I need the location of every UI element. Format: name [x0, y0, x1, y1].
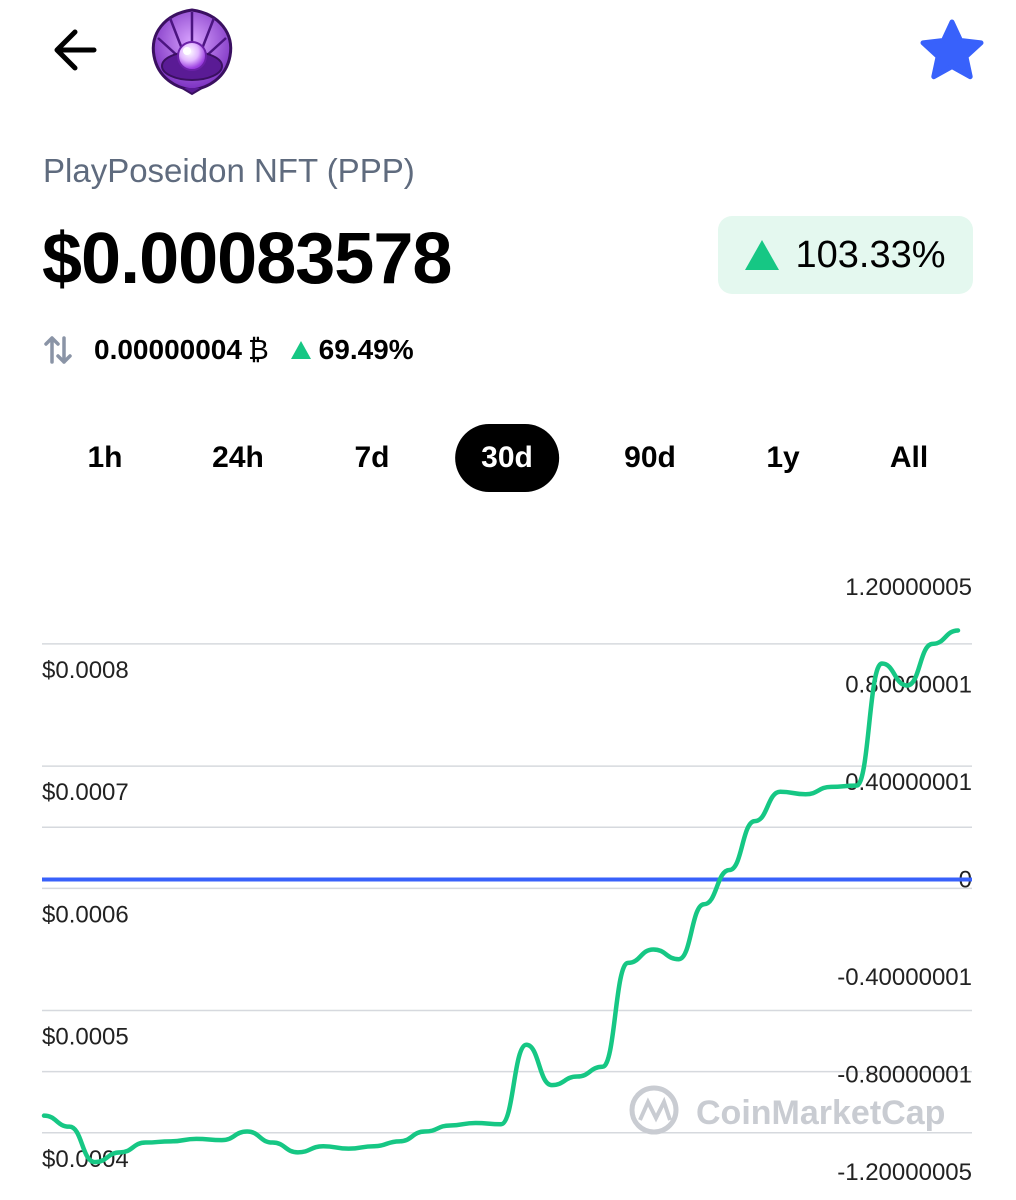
range-tab-1y[interactable]: 1y	[766, 441, 800, 474]
triangle-up-icon	[745, 240, 780, 270]
y-tick-label-right: -0.40000001	[837, 964, 972, 991]
coin-logo	[146, 4, 238, 96]
btc-symbol: ₿	[247, 334, 269, 365]
triangle-up-small-icon	[290, 341, 311, 359]
y-tick-label-right: 0.40000001	[845, 769, 972, 796]
y-tick-label-left: $0.0007	[42, 779, 129, 806]
range-tab-30d[interactable]: 30d	[455, 424, 559, 492]
range-tab-1h[interactable]: 1h	[87, 441, 123, 474]
coin-name: PlayPoseidon NFT (PPP)	[43, 152, 415, 189]
coinmarketcap-watermark	[629, 1085, 679, 1135]
btc-price-value: 0.00000004	[94, 334, 242, 365]
range-tab-24h[interactable]: 24h	[212, 441, 264, 474]
y-tick-label-left: $0.0008	[42, 657, 129, 684]
watermark-text: CoinMarketCap	[696, 1094, 945, 1132]
range-tab-90d[interactable]: 90d	[624, 441, 676, 474]
star-icon	[920, 19, 984, 80]
price-change-value: 103.33%	[795, 233, 946, 276]
y-tick-label-right: -1.20000005	[837, 1159, 972, 1186]
y-tick-label-left: $0.0005	[42, 1024, 129, 1051]
back-button[interactable]	[48, 22, 104, 78]
y-tick-label-right: -0.80000001	[837, 1062, 972, 1089]
y-tick-label-right: 1.20000005	[845, 574, 972, 601]
btc-price-row: 0.00000004 ₿ 69.49%	[42, 330, 414, 370]
range-tab-all[interactable]: All	[889, 441, 929, 474]
favorite-button[interactable]	[918, 18, 986, 84]
time-range-tabs: 1h 24h 7d 30d 90d 1y All	[0, 424, 1016, 492]
seashell-pearl-logo-icon	[151, 8, 233, 96]
y-tick-label-left: $0.0006	[42, 901, 129, 928]
swap-arrows-icon	[44, 336, 72, 364]
price-line	[41, 628, 961, 1165]
price-chart: $0.0008$0.0007$0.0006$0.0005$0.00041.200…	[41, 574, 972, 1186]
btc-change-value: 69.49%	[318, 334, 414, 365]
arrow-left-icon	[54, 29, 97, 71]
price-change-badge: 103.33%	[718, 216, 973, 294]
range-tab-7d[interactable]: 7d	[354, 441, 390, 474]
coin-price: $0.00083578	[42, 219, 452, 299]
